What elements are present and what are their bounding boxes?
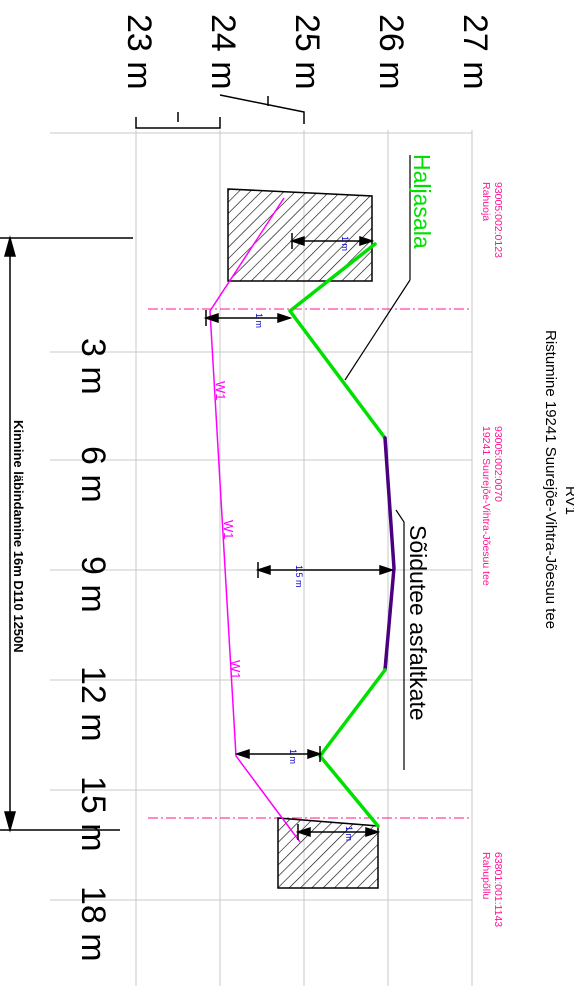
parcel-name: Rahuoja [480,182,492,221]
launch-pit-bottom [277,817,379,889]
title-subtitle: Ristumine 19241 Suurejõe-Vihtra-Jõesuu t… [542,330,559,629]
bore-extent [0,235,133,833]
parcel-name: Rahupõllu [480,852,492,899]
title-code: RV1 [562,486,574,515]
pipe-label: W1 [221,520,236,540]
depth-label: 1 m [340,236,350,251]
parcel-id: 93005:002:0070 [492,426,504,502]
depth-labels: 1 m 1 m 1.5 m 1 m 1 m [254,236,354,841]
distance-label: 3 m [74,338,112,395]
depth-label: 1 m [288,749,298,764]
depth-dimensions [203,233,395,840]
title-block: RV1 Ristumine 19241 Suurejõe-Vihtra-Jões… [542,330,574,629]
parcel-id: 63801:001:1143 [492,852,504,927]
pipe-label: W1 [228,660,243,680]
road-surface-label: Sõidutee asfaltkate [405,525,431,721]
launch-pits [227,188,379,889]
ground-surface [288,242,396,828]
green-area-leader [344,279,411,381]
launch-pit-top [227,188,373,282]
pipe-line [209,197,301,843]
depth-label: 1.5 m [294,565,304,588]
pipe-route [209,197,301,843]
green-area-label: Haljasala [409,154,435,249]
bore-description: Kinnine läbindamine 16m D110 1250N [11,420,26,653]
depth-label: 1 m [254,313,264,328]
depth-label: 1 m [344,826,354,841]
elevation-labels: 27 m 26 m 25 m 24 m 23 m [120,14,494,90]
distance-label: 6 m [74,446,112,503]
parcel-labels: 93005:002:0123 Rahuoja 93005:002:0070 19… [480,182,504,927]
elevation-label: 23 m [120,14,158,90]
parcel-name: 19241 Suurejõe-Vihtra-Jõesuu tee [480,426,492,586]
pipe-label: W1 [213,381,228,401]
elevation-label: 26 m [372,14,410,90]
distance-label: 15 m [74,776,112,852]
distance-label: 9 m [74,556,112,613]
distance-labels: 3 m 6 m 9 m 12 m 15 m 18 m [74,338,112,962]
distance-label: 12 m [74,666,112,742]
surface-labels: Haljasala Sõidutee asfaltkate [405,154,435,721]
road-surface-line [383,436,396,672]
parcel-id: 93005:002:0123 [492,182,504,258]
green-area-line [288,242,387,440]
green-area-line [318,668,387,828]
elevation-label: 24 m [204,14,242,90]
parcel-boundaries [148,308,472,819]
pipe-labels: W1 W1 W1 [213,381,243,680]
leader-lines [344,155,411,770]
elevation-label: 25 m [288,14,326,90]
distance-label: 18 m [74,886,112,962]
scale-bar [135,94,305,129]
elevation-label: 27 m [456,14,494,90]
road-leader [395,509,405,770]
